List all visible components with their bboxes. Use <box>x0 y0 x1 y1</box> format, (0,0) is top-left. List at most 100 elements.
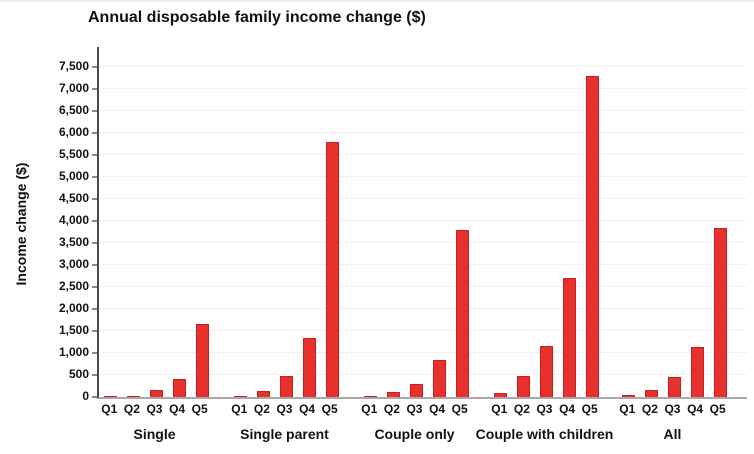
bar-couple-with-children-q2 <box>517 375 530 397</box>
bar-single-q5 <box>196 324 209 397</box>
quintile-label-q1: Q1 <box>619 402 636 416</box>
gridline-3000 <box>99 264 747 265</box>
bar-couple-only-q2 <box>387 392 400 397</box>
bar-couple-only-q5 <box>456 229 469 397</box>
bar-single-parent-q2 <box>257 390 270 397</box>
group-label-couple-only: Couple only <box>374 426 455 442</box>
y-tick-mark <box>92 110 97 112</box>
quintile-label-q5: Q5 <box>321 402 338 416</box>
quintile-label-q1: Q1 <box>101 402 118 416</box>
bar-couple-with-children-q1 <box>494 392 507 397</box>
y-tick-label-1000: 1,000 <box>58 345 89 359</box>
bar-group-couple-only <box>364 47 469 397</box>
y-tick-mark <box>92 330 97 332</box>
gridline-5000 <box>99 176 747 177</box>
bar-couple-only-q4 <box>433 360 446 397</box>
quintile-label-row-single: Q1 Q2 Q3 Q4 Q5 <box>98 402 211 416</box>
gridline-500 <box>99 374 747 375</box>
bar-single-q2 <box>127 395 140 397</box>
gridline-1000 <box>99 352 747 353</box>
group-label-couple-with-children: Couple with children <box>475 426 614 442</box>
gridline-2000 <box>99 308 747 309</box>
quintile-label-q3: Q3 <box>146 402 163 416</box>
bar-single-q1 <box>104 395 117 397</box>
quintile-label-q4: Q4 <box>687 402 704 416</box>
gridline-6000 <box>99 132 747 133</box>
y-tick-mark <box>92 132 97 134</box>
y-tick-mark <box>92 220 97 222</box>
bar-single-parent-q5 <box>326 141 339 397</box>
y-tick-mark <box>92 374 97 376</box>
y-tick-label-7000: 7,000 <box>58 81 89 95</box>
y-tick-label-4000: 4,000 <box>58 213 89 227</box>
bar-group-all <box>622 47 727 397</box>
quintile-label-q4: Q4 <box>429 402 446 416</box>
quintile-label-q3: Q3 <box>406 402 423 416</box>
y-tick-mark <box>92 264 97 266</box>
chart-title: Annual disposable family income change (… <box>88 9 426 26</box>
y-tick-label-0: 0 <box>82 389 89 403</box>
quintile-label-row-couple-only: Q1 Q2 Q3 Q4 Q5 <box>358 402 471 416</box>
y-tick-label-6000: 6,000 <box>58 125 89 139</box>
bar-all-q5 <box>714 227 727 397</box>
bar-couple-only-q3 <box>410 384 423 397</box>
quintile-label-q2: Q2 <box>513 402 530 416</box>
quintile-label-q2: Q2 <box>641 402 658 416</box>
bar-all-q4 <box>691 347 704 397</box>
y-tick-mark <box>92 396 97 398</box>
y-tick-mark <box>92 154 97 156</box>
gridline-7000 <box>99 88 747 89</box>
group-label-single: Single <box>133 426 176 442</box>
gridline-3500 <box>99 242 747 243</box>
quintile-label-q2: Q2 <box>123 402 140 416</box>
quintile-label-q4: Q4 <box>169 402 186 416</box>
y-tick-mark <box>92 242 97 244</box>
y-tick-mark <box>92 66 97 68</box>
bar-single-parent-q1 <box>234 395 247 397</box>
gridline-6500 <box>99 110 747 111</box>
y-tick-label-4500: 4,500 <box>58 191 89 205</box>
y-tick-mark <box>92 198 97 200</box>
y-tick-label-2000: 2,000 <box>58 301 89 315</box>
gridline-7500 <box>99 66 747 67</box>
y-tick-label-3500: 3,500 <box>58 235 89 249</box>
quintile-label-row-all: Q1 Q2 Q3 Q4 Q5 <box>616 402 729 416</box>
y-tick-label-6500: 6,500 <box>58 103 89 117</box>
y-tick-label-500: 500 <box>68 367 89 381</box>
group-label-single-parent: Single parent <box>240 426 329 442</box>
quintile-label-q5: Q5 <box>191 402 208 416</box>
y-tick-label-1500: 1,500 <box>58 323 89 337</box>
quintile-label-q1: Q1 <box>231 402 248 416</box>
quintile-label-q3: Q3 <box>276 402 293 416</box>
quintile-label-row-couple-with-children: Q1 Q2 Q3 Q4 Q5 <box>488 402 601 416</box>
y-tick-mark <box>92 352 97 354</box>
bar-couple-with-children-q5 <box>586 75 599 397</box>
bar-group-single-parent <box>234 47 339 397</box>
y-tick-mark <box>92 286 97 288</box>
bar-group-single <box>104 47 209 397</box>
bar-couple-with-children-q3 <box>540 346 553 397</box>
quintile-label-q5: Q5 <box>451 402 468 416</box>
y-tick-mark <box>92 176 97 178</box>
gridline-5500 <box>99 154 747 155</box>
bar-all-q3 <box>668 376 681 397</box>
bar-group-couple-with-children <box>494 47 599 397</box>
quintile-label-q2: Q2 <box>253 402 270 416</box>
plot-area <box>97 47 747 399</box>
bar-single-q3 <box>150 390 163 397</box>
y-tick-label-5000: 5,000 <box>58 169 89 183</box>
gridline-2500 <box>99 286 747 287</box>
y-tick-label-5500: 5,500 <box>58 147 89 161</box>
y-tick-mark <box>92 308 97 310</box>
gridline-4500 <box>99 198 747 199</box>
quintile-label-q4: Q4 <box>299 402 316 416</box>
quintile-label-q2: Q2 <box>383 402 400 416</box>
y-tick-mark <box>92 88 97 90</box>
bar-couple-with-children-q4 <box>563 278 576 397</box>
group-label-all: All <box>663 426 682 442</box>
quintile-label-q3: Q3 <box>536 402 553 416</box>
quintile-label-row-single-parent: Q1 Q2 Q3 Q4 Q5 <box>228 402 341 416</box>
y-tick-label-2500: 2,500 <box>58 279 89 293</box>
bar-single-parent-q4 <box>303 337 316 397</box>
